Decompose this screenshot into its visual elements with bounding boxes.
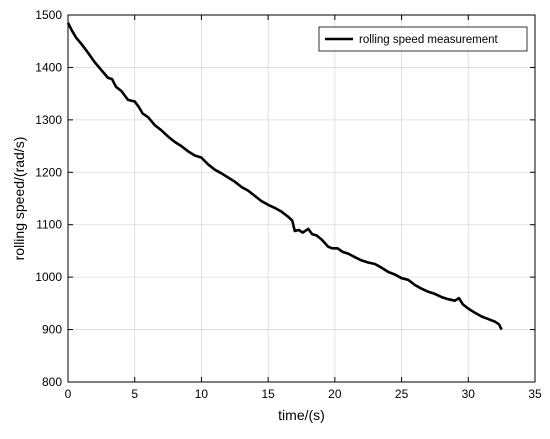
x-tick-label: 30 — [462, 387, 476, 401]
x-tick-label: 20 — [328, 387, 342, 401]
y-tick-label: 1000 — [35, 270, 62, 284]
y-tick-label: 800 — [42, 375, 62, 389]
series-line — [66, 22, 503, 331]
y-axis-label: rolling speed/(rad/s) — [11, 137, 27, 261]
x-axis-label: time/(s) — [278, 407, 325, 423]
y-tick-label: 1200 — [35, 165, 62, 179]
x-tick-label: 35 — [528, 387, 542, 401]
y-tick-label: 1300 — [35, 113, 62, 127]
tick-layer: 0 5 10 15 20 25 30 35 800 900 1000 1100 1200 1300 1400… — [35, 8, 542, 401]
y-tick-label: 1100 — [36, 218, 62, 232]
x-tick-label: 25 — [395, 387, 409, 401]
x-tick-label: 5 — [131, 387, 138, 401]
y-tick-label: 900 — [42, 323, 62, 337]
y-tick-label: 1500 — [35, 8, 62, 22]
x-tick-label: 15 — [261, 387, 275, 401]
y-tick-label: 1400 — [35, 60, 62, 74]
legend-box — [318, 26, 528, 52]
x-tick-label: 10 — [195, 387, 209, 401]
legend-label: rolling speed measurement — [359, 34, 499, 46]
legend: rolling speed measurement — [318, 26, 528, 52]
x-tick-label: 0 — [65, 387, 72, 401]
series-layer — [66, 22, 503, 331]
grid-layer — [67, 14, 536, 383]
plot-frame — [67, 14, 536, 383]
